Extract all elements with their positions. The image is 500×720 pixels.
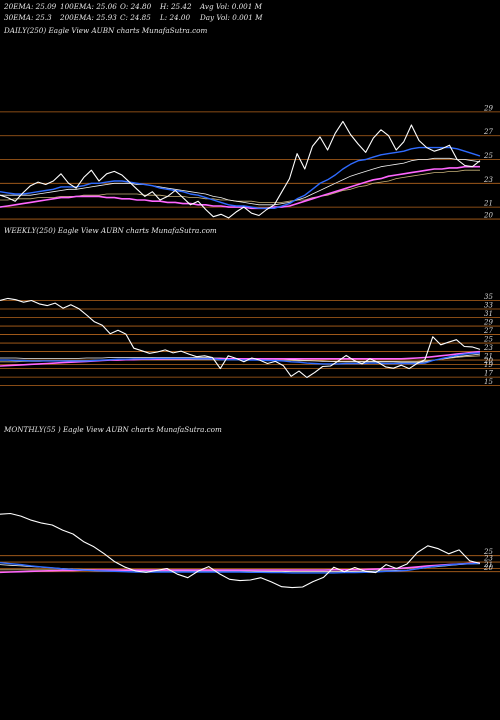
monthly-ema20-line: [0, 562, 481, 574]
daily-price-line: [0, 120, 481, 219]
ema100-value: 100EMA: 25.06: [60, 2, 117, 11]
daily-y-tick-label: 21: [483, 200, 493, 208]
close-value: C: 24.85: [120, 13, 151, 22]
monthly-y-tick-label: 20: [483, 564, 493, 572]
daily-chart: 29 27 25 23 21 20: [0, 104, 500, 220]
daily-y-tick-label: 27: [483, 128, 493, 136]
ema20-value: 20EMA: 25.09: [4, 2, 57, 11]
daily-y-tick-label: 29: [483, 104, 493, 112]
weekly-ema200-line: [0, 350, 481, 367]
monthly-y-tick-label: 25: [483, 548, 493, 556]
weekly-y-tick-label: 33: [484, 302, 493, 310]
ema30-value: 30EMA: 25.3: [4, 13, 52, 22]
weekly-y-tick-label: 15: [484, 378, 493, 386]
weekly-y-tick-label: 27: [483, 327, 493, 335]
weekly-y-tick-label: 17: [484, 370, 493, 378]
daily-ema200-line: [0, 165, 480, 210]
monthly-y-tick-label: 23: [483, 555, 493, 563]
weekly-y-tick-label: 31: [484, 310, 493, 318]
day-vol-value: Day Vol: 0.001 M: [200, 13, 263, 22]
weekly-price-line: [0, 297, 481, 379]
open-value: O: 24.80: [120, 2, 152, 11]
weekly-y-tick-label: 21: [483, 353, 493, 361]
weekly-y-tick-label: 35: [484, 293, 493, 301]
weekly-y-tick-label: 20: [483, 357, 493, 365]
monthly-y-tick-label: 21: [483, 561, 493, 569]
weekly-panel-label: WEEKLY(250) Eagle View AUBN charts Munaf…: [4, 226, 217, 235]
weekly-y-tick-label: 19: [484, 361, 493, 369]
monthly-price-line: [0, 512, 481, 589]
avg-vol-value: Avg Vol: 0.001 M: [200, 2, 262, 11]
daily-y-tick-label: 23: [483, 176, 493, 184]
weekly-y-tick-label: 25: [483, 336, 493, 344]
ema200-value: 200EMA: 25.93: [60, 13, 117, 22]
daily-panel-label: DAILY(250) Eagle View AUBN charts Munafa…: [4, 26, 208, 35]
monthly-panel-label: MONTHLY(55 ) Eagle View AUBN charts Muna…: [4, 425, 222, 434]
weekly-y-tick-label: 29: [483, 319, 493, 327]
weekly-y-tick-label: 23: [483, 344, 493, 352]
low-value: L: 24.00: [160, 13, 191, 22]
daily-ema20-line: [0, 146, 481, 210]
high-value: H: 25.42: [160, 2, 192, 11]
daily-y-tick-label: 20: [483, 212, 493, 220]
daily-ema30-line: [0, 157, 481, 206]
daily-y-tick-label: 25: [483, 152, 493, 160]
